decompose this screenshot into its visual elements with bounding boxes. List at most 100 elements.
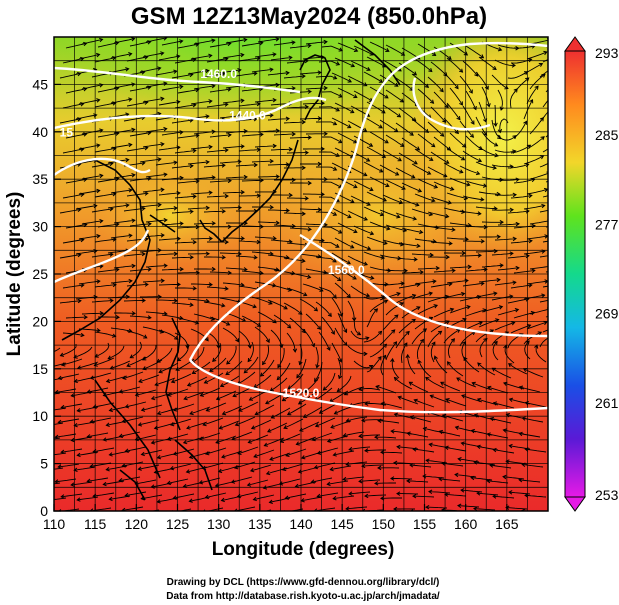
streamline [526,235,548,240]
streamline-arrowhead [303,292,308,297]
streamline-arrowhead [524,401,529,406]
colorbar-bottom-arrow [564,496,586,512]
streamline-arrowhead [541,249,546,254]
streamline-arrowhead [471,381,476,386]
streamline-arrowhead [80,102,85,107]
streamline [205,447,227,455]
streamline [110,53,132,59]
streamline-arrowhead [208,53,213,58]
streamline-arrowhead [96,98,101,103]
streamline [97,87,119,93]
streamline-arrowhead [322,386,327,391]
streamline [510,144,531,154]
streamline [283,212,306,215]
streamline-arrowhead [431,198,436,203]
streamline-arrowhead [323,131,328,137]
streamline-arrowhead [403,342,408,347]
streamline-arrowhead [524,493,529,498]
streamline [78,144,100,150]
streamline-arrowhead [256,193,261,198]
streamline-arrowhead [156,358,161,363]
streamline [494,321,515,331]
streamline [529,73,546,90]
streamline-arrowhead [464,236,469,242]
streamline-arrowhead [163,37,168,41]
streamline [331,117,351,128]
streamline-arrowhead [398,199,404,205]
streamline-arrowhead [243,37,248,43]
streamline-arrowhead [296,374,301,379]
streamline-arrowhead [459,169,464,174]
streamline-arrowhead [153,425,159,430]
streamline [59,208,81,214]
streamline-arrowhead [109,252,114,257]
streamline-arrowhead [265,470,271,476]
streamline [465,268,487,272]
streamline [158,146,180,151]
y-tick-label: 45 [32,76,48,92]
streamline [359,387,381,391]
streamline [473,508,496,511]
streamline-arrowhead [176,99,181,105]
streamline [497,89,503,111]
streamline [491,295,513,301]
streamline [216,390,237,400]
streamline [94,102,116,108]
map-title: GSM 12Z13May2024 (850.0hPa) [131,3,487,30]
streamline [90,372,112,379]
streamline [54,452,67,456]
streamline-arrowhead [473,413,479,418]
streamline-arrowhead [509,251,514,256]
streamline [254,236,276,239]
streamline [254,53,276,58]
streamline [359,434,380,437]
streamline [349,491,371,495]
streamline [398,107,416,122]
streamline [289,272,311,278]
streamline [385,89,404,103]
streamline [433,226,455,231]
streamline [430,151,449,164]
streamline [522,463,544,468]
streamline [539,255,548,258]
streamline-arrowhead [57,464,62,469]
streamline-arrowhead [173,69,178,74]
streamline-arrowhead [112,282,117,288]
streamline [173,448,195,455]
streamline-arrowhead [419,229,424,235]
streamline-arrowhead [89,508,94,511]
streamline-arrowhead [345,418,350,423]
streamline-arrowhead [422,474,427,479]
streamline [459,254,482,257]
streamline-arrowhead [531,223,536,229]
streamline-arrowhead [233,508,238,511]
x-tick-label: 120 [125,516,149,532]
streamline [244,356,259,374]
streamline [91,253,113,258]
streamline-arrowhead [466,305,471,310]
streamline-arrowhead [397,395,402,400]
streamline-arrowhead [99,83,104,88]
streamline [334,282,351,298]
streamline [523,155,544,165]
streamline [174,195,196,199]
streamline [401,271,424,274]
streamline-arrowhead [54,479,59,484]
streamline [378,513,399,514]
streamline [302,283,323,292]
streamline [62,193,84,199]
streamline-arrowhead [374,481,379,486]
streamline-arrowhead [433,355,438,360]
streamline-arrowhead [416,306,421,311]
streamline [62,284,84,289]
streamline [280,433,301,443]
streamline-arrowhead [93,113,98,118]
streamline-arrowhead [557,140,561,143]
streamline-arrowhead [480,197,485,202]
streamline-arrowhead [552,334,556,337]
streamline [366,356,382,373]
streamline [522,417,544,423]
streamline-arrowhead [515,177,520,182]
streamline-arrowhead [163,126,168,132]
streamline [142,143,164,148]
